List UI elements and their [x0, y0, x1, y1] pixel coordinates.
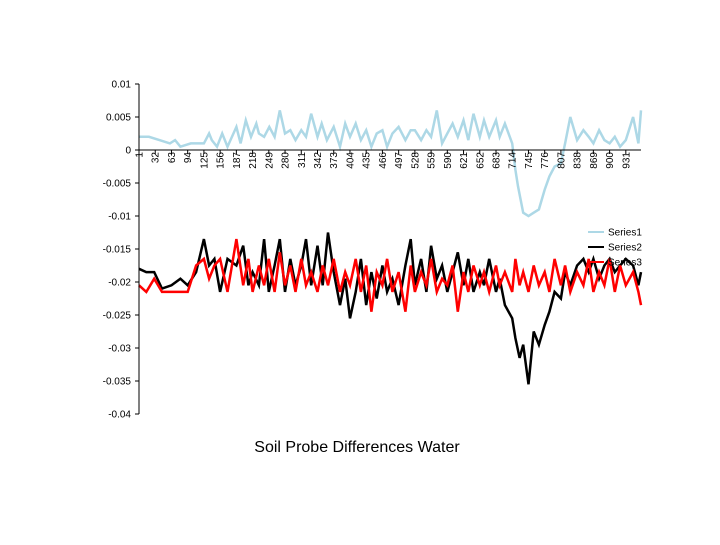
x-tick-label: 373	[329, 152, 340, 169]
x-tick-label: 807	[556, 152, 567, 169]
x-tick-label: 683	[492, 152, 503, 169]
y-tick-label: -0.005	[103, 179, 132, 190]
y-tick-label: -0.015	[103, 245, 132, 256]
x-tick-label: 249	[264, 152, 275, 169]
x-tick-label: 125	[199, 152, 210, 169]
x-tick-label: 900	[605, 152, 616, 169]
y-tick-label: -0.02	[108, 278, 131, 289]
x-tick-label: 32	[151, 152, 162, 164]
x-tick-label: 63	[167, 152, 178, 164]
x-tick-label: 838	[573, 152, 584, 169]
x-tick-label: 156	[216, 152, 227, 169]
chart-title: Soil Probe Differences Water	[254, 439, 460, 456]
series-line-series3	[138, 238, 643, 312]
x-tick-label: 218	[248, 152, 259, 169]
x-tick-label: 559	[427, 152, 438, 169]
x-tick-label: 342	[313, 152, 324, 169]
y-tick-label: -0.03	[108, 344, 131, 355]
legend-label-series2: Series2	[608, 243, 642, 254]
x-tick-label: 280	[281, 152, 292, 169]
y-tick-label: 0.01	[112, 80, 132, 91]
x-tick-label: 311	[297, 152, 308, 168]
x-tick-label: 621	[459, 152, 470, 169]
legend-label-series1: Series1	[608, 228, 642, 239]
x-tick-label: 94	[183, 152, 194, 164]
legend-label-series3: Series3	[608, 258, 642, 269]
x-tick-label: 869	[589, 152, 600, 169]
x-tick-label: 590	[443, 152, 454, 169]
x-tick-label: 1	[135, 152, 146, 158]
x-tick-label: 466	[378, 152, 389, 169]
x-tick-label: 435	[362, 152, 373, 169]
series-layer	[138, 110, 643, 385]
legend: Series1 Series2 Series3	[588, 228, 642, 269]
y-tick-label: -0.01	[108, 212, 131, 223]
y-tick-label: -0.035	[103, 377, 132, 388]
x-tick-label: 652	[475, 152, 486, 169]
x-tick-label: 404	[345, 152, 356, 169]
x-tick-label: 931	[621, 152, 632, 169]
x-tick-label: 714	[508, 152, 519, 169]
series-line-series2	[138, 232, 643, 385]
series-line-series1	[139, 110, 643, 218]
axis-layer: 0.01 0.005 0 -0.005 -0.01 -0.015 -0.02 -0.025 -0…	[103, 80, 641, 421]
y-tick-label: -0.025	[103, 311, 132, 322]
y-tick-label: 0.005	[106, 113, 131, 124]
y-tick-label: -0.04	[108, 410, 131, 421]
x-tick-label: 187	[232, 152, 243, 169]
y-tick-label: 0	[125, 146, 131, 157]
x-tick-label: 528	[410, 152, 421, 169]
x-tick-label: 745	[524, 152, 535, 169]
x-tick-label: 497	[394, 152, 405, 169]
x-tick-label: 776	[540, 152, 551, 169]
